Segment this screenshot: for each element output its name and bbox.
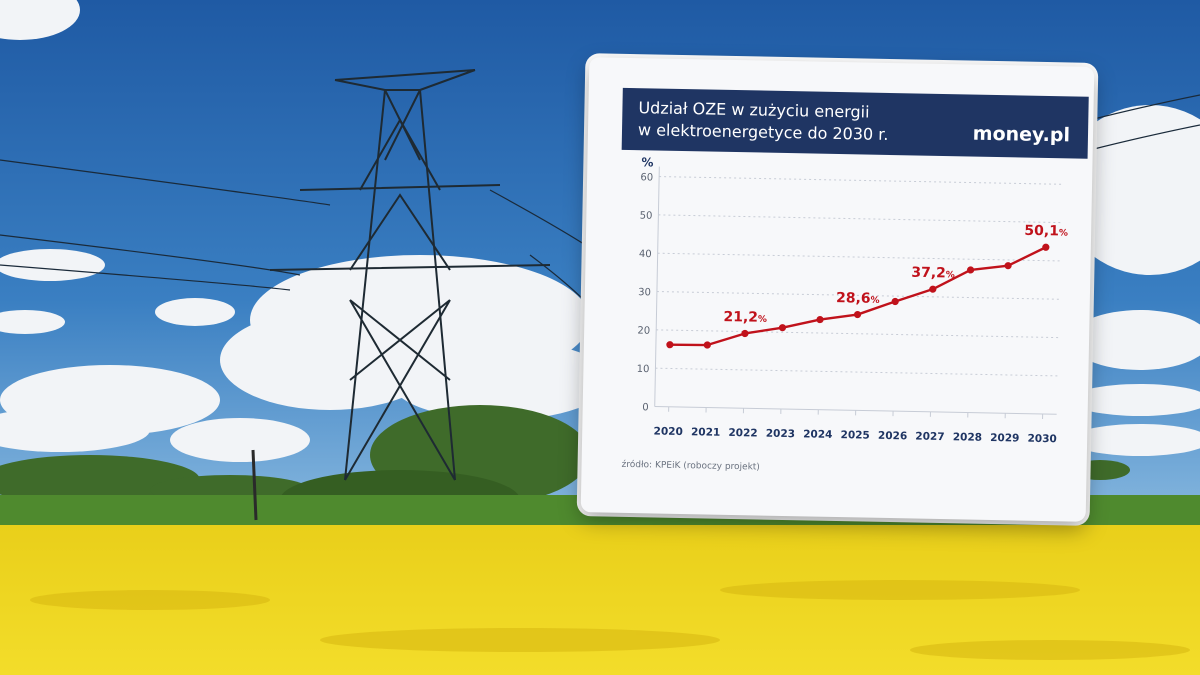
chart-title-line-1: Udział OZE w zużyciu energii [638, 98, 870, 122]
y-tick-label: 30 [638, 287, 651, 298]
small-pole [251, 449, 258, 521]
data-label: 37,2% [911, 265, 955, 282]
data-point [778, 324, 787, 332]
data-point [666, 341, 674, 349]
data-point [1004, 262, 1012, 270]
y-tick-label: 10 [637, 364, 650, 375]
data-point [1042, 243, 1050, 251]
x-tick-label: 2030 [1027, 433, 1056, 446]
data-label: 28,6% [836, 290, 880, 307]
y-tick-label: 60 [640, 172, 653, 183]
data-label: 50,1% [1024, 223, 1068, 240]
x-tick-label: 2026 [878, 430, 907, 443]
data-point [891, 297, 899, 306]
series [666, 243, 1050, 349]
clouds [0, 0, 1200, 462]
data-point [703, 341, 711, 349]
x-tick-label: 2029 [990, 432, 1019, 445]
data-point [741, 329, 749, 338]
data-point [929, 285, 937, 293]
x-tick-label: 2020 [654, 425, 683, 438]
data-label-unit: % [1059, 228, 1068, 238]
x-tick-label: 2025 [840, 429, 869, 442]
data-label: 21,2% [723, 309, 767, 326]
data-label-unit: % [870, 296, 879, 306]
x-tick-label: 2027 [915, 431, 944, 444]
y-tick-label: 40 [639, 249, 652, 260]
chart-title-line-2: w elektroenergetyce do 2030 r. [637, 120, 889, 144]
x-tick-label: 2022 [728, 427, 757, 440]
data-point [816, 315, 824, 324]
grid [655, 176, 1062, 377]
pylon [269, 69, 551, 481]
y-tick-label: 50 [640, 211, 653, 222]
x-tick-label: 2024 [803, 428, 832, 441]
gridline [656, 329, 1059, 339]
data-label-unit: % [758, 315, 767, 325]
y-axis-line [654, 166, 660, 407]
gridline [655, 367, 1058, 377]
y-tick-label: 20 [637, 326, 650, 337]
chart-card: Udział OZE w zużyciu energii w elektroen… [580, 57, 1095, 522]
gridline [659, 176, 1062, 185]
source-note: źródło: KPEiK (roboczy projekt) [621, 459, 760, 473]
brand-logo: money.pl [972, 122, 1071, 147]
gridline [657, 252, 1060, 262]
data-point [853, 310, 862, 319]
x-tick-label: 2028 [953, 431, 982, 444]
field-texture [30, 580, 1190, 660]
data-label-unit: % [946, 270, 955, 280]
x-tick-label: 2021 [691, 426, 720, 439]
y-tick-label: 0 [642, 402, 649, 413]
y-axis-unit-label: % [641, 155, 653, 169]
x-tick-label: 2023 [766, 428, 795, 441]
data-point [966, 266, 975, 274]
data-labels: 21,2% 28,6% 37,2% 50,1% [723, 223, 1068, 326]
gridline [658, 214, 1061, 224]
